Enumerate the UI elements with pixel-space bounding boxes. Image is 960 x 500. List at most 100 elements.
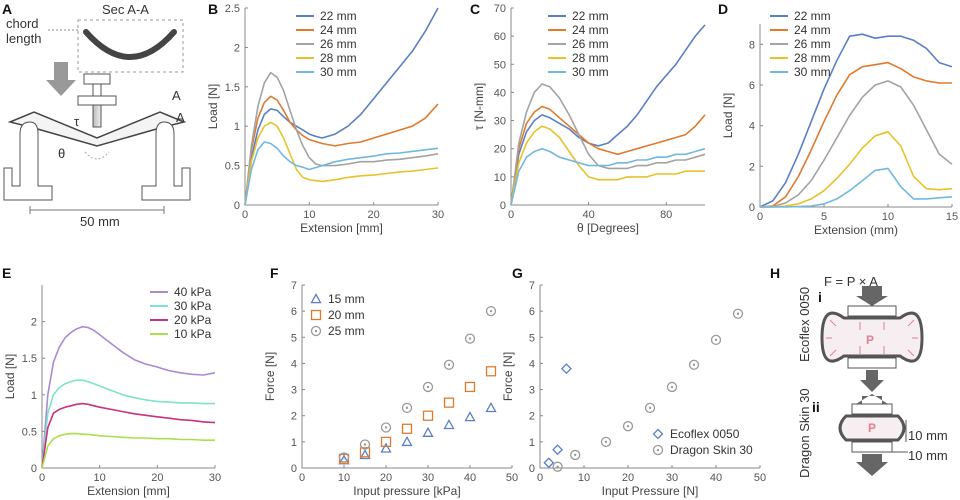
y-tick-label: 7	[529, 280, 535, 292]
chart-e: E 0 10 20 30 0 0.5 1 1.5 2 Extension [mm] Load [N] 4…	[2, 265, 221, 498]
y-tick-label: 5	[291, 332, 297, 344]
x-tick-label: 50	[754, 472, 766, 484]
x-axis-label: Extension [mm]	[300, 221, 383, 235]
y-tick-label: 0	[234, 200, 240, 212]
data-point	[401, 402, 413, 414]
right-support	[141, 121, 191, 201]
legend-marker	[652, 428, 664, 440]
down-arrow-icon-i	[860, 370, 884, 392]
y-tick-label: 30	[494, 116, 506, 128]
series-line	[510, 24, 706, 206]
bottom-plate-ii	[851, 441, 893, 453]
y-tick-label: 1.5	[225, 82, 240, 94]
left-support	[3, 121, 53, 201]
data-point-dot	[405, 406, 409, 410]
series-40-kpa: 40 kPa	[41, 285, 216, 469]
data-point	[732, 308, 744, 319]
series-26-mm: 26 mm	[759, 37, 953, 208]
chart-c: C 0 40 80 0 10 20 30 40 50 60 70 θ [Degrees] τ [N-mm]…	[470, 1, 706, 235]
legend-label: 24 mm	[794, 23, 831, 37]
y-tick-label: 3	[291, 385, 297, 397]
x-tick-label: 20	[151, 472, 163, 484]
chart-g: G 0 10 20 30 40 50 0 1 2 3 4 5 6 7 Input Pressure [N] Fo…	[501, 265, 766, 498]
series-line	[41, 432, 215, 469]
legend-marker	[310, 293, 322, 304]
y-tick-label: 10	[494, 172, 506, 184]
x-axis-label: Extension [mm]	[87, 484, 170, 498]
series-10-kpa: 10 kPa	[41, 327, 215, 469]
x-tick-label: 80	[660, 209, 672, 221]
legend-label: 22 mm	[794, 9, 831, 23]
up-arrow-icon-ii	[856, 394, 888, 404]
series-22-mm: 22 mm	[759, 9, 953, 208]
data-point	[443, 419, 455, 430]
data-point	[485, 305, 497, 317]
x-tick-label: 0	[757, 211, 763, 223]
series-line	[760, 167, 953, 208]
data-point-dot	[670, 385, 674, 389]
chord-label-1: chord	[6, 16, 39, 31]
y-axis-label: Load [N]	[721, 93, 735, 138]
y-tick-label: 2.5	[225, 3, 240, 15]
sub-label-ii: ii	[812, 399, 820, 415]
y-tick-label: 2	[749, 161, 755, 173]
legend-label: 22 mm	[572, 9, 609, 23]
series-20-kpa: 20 kPa	[41, 313, 216, 469]
series-28-mm: 28 mm	[244, 51, 439, 206]
series-ecoflex-0050: Ecoflex 0050	[543, 363, 740, 469]
panel-d-label: D	[718, 1, 728, 17]
y-tick-label: 6	[291, 306, 297, 318]
panel-e-label: E	[2, 265, 11, 281]
x-tick-label: 15	[946, 211, 958, 223]
y-tick-label: 70	[494, 3, 506, 15]
data-point-dot	[384, 426, 388, 429]
theta-symbol: θ	[58, 146, 65, 161]
data-point-dot	[574, 453, 577, 457]
series-line	[244, 71, 439, 206]
data-point-dot	[489, 309, 493, 313]
x-tick-label: 10	[882, 211, 894, 223]
section-view-box	[77, 19, 184, 73]
x-tick-label: 20	[622, 472, 634, 484]
x-axis-label: θ [Degrees]	[577, 221, 639, 235]
angle-arc	[84, 151, 110, 160]
x-tick-label: 10	[303, 209, 315, 221]
series-line	[41, 402, 216, 469]
y-tick-label: 4	[529, 358, 535, 370]
x-axis-label: Input Pressure [N]	[602, 484, 699, 498]
data-point	[380, 422, 392, 433]
x-tick-label: 10	[94, 472, 106, 484]
data-point	[359, 439, 371, 450]
data-point-dot	[714, 338, 718, 342]
axes	[759, 24, 952, 208]
width-label: 50 mm	[80, 214, 120, 229]
legend-label: 28 mm	[572, 51, 609, 65]
x-tick-label: 10	[578, 472, 590, 484]
y-tick-label: 7	[291, 280, 297, 292]
x-tick-label: 30	[666, 472, 678, 484]
legend-label: 15 mm	[328, 292, 365, 306]
data-point-dot	[648, 406, 652, 410]
data-point	[710, 334, 722, 346]
x-tick-label: 0	[299, 472, 305, 484]
series-line	[510, 105, 706, 206]
legend-label: 10 kPa	[174, 327, 212, 341]
y-axis-label: τ [N-mm]	[472, 83, 486, 130]
material-label-ii: Dragon Skin 30	[797, 388, 812, 478]
x-tick-label: 0	[242, 209, 248, 221]
series-30-mm: 30 mm	[244, 65, 439, 206]
x-tick-label: 20	[380, 472, 392, 484]
y-tick-label: 20	[494, 144, 506, 156]
data-point	[464, 411, 476, 422]
chart-b: B 0 10 20 30 0 0.5 1 1.5 2 2.5 Extension [mm] Load […	[206, 1, 444, 235]
series-26-mm: 26 mm	[510, 37, 706, 206]
pressure-symbol-i: P	[866, 333, 874, 347]
series-line	[41, 379, 215, 469]
series-22-mm: 22 mm	[510, 9, 706, 206]
x-tick-label: 30	[209, 472, 221, 484]
series-25-mm: 25 mm	[310, 305, 497, 463]
series-24-mm: 24 mm	[510, 23, 706, 206]
data-point-dot	[556, 465, 559, 468]
pressure-symbol-ii: P	[868, 421, 876, 435]
